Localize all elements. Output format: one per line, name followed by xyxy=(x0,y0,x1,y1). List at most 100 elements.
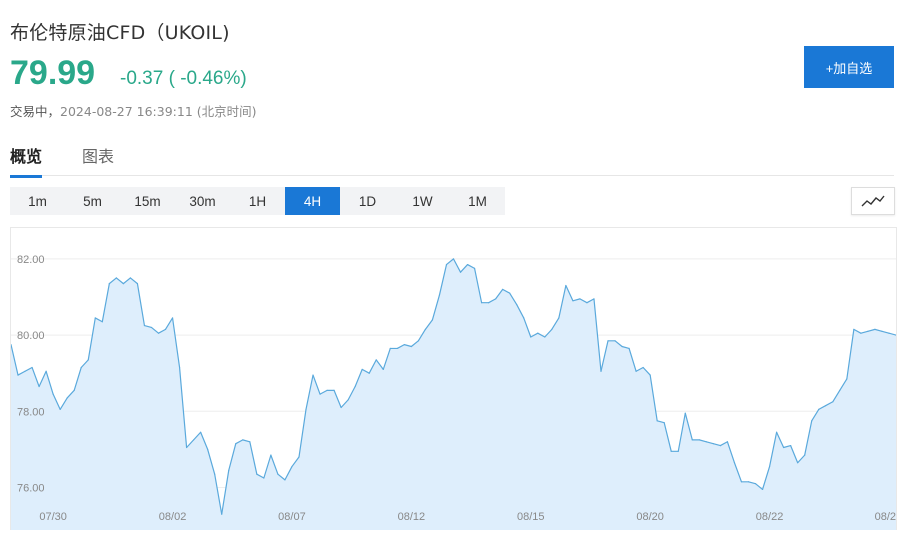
interval-4h[interactable]: 4H xyxy=(285,187,340,215)
price-line-segment xyxy=(305,374,314,410)
price-line-segment xyxy=(804,420,813,456)
interval-1mo[interactable]: 1M xyxy=(468,193,487,209)
price-line-segment xyxy=(530,332,539,338)
price-line-segment xyxy=(108,277,117,285)
price-line-segment xyxy=(888,332,897,336)
price-line-segment xyxy=(347,385,356,401)
price-line-segment xyxy=(818,404,827,410)
price-line-segment xyxy=(516,303,525,319)
price-line-segment xyxy=(761,465,771,491)
interval-selector: 1m 5m 15m 30m 1H 4H 1D 1W 1M xyxy=(10,187,505,215)
x-tick-label: 08/20 xyxy=(636,511,664,523)
tab-overview[interactable]: 概览 xyxy=(10,143,43,178)
price-line-segment xyxy=(200,431,209,451)
tab-chart[interactable]: 图表 xyxy=(82,147,115,166)
interval-1d[interactable]: 1D xyxy=(358,193,377,209)
price-line-segment xyxy=(705,441,714,445)
instrument-title: 布伦特原油CFD（UKOIL) xyxy=(10,22,230,44)
price-line-segment xyxy=(656,420,665,424)
price-line-segment xyxy=(832,389,841,403)
price-line-segment xyxy=(256,473,265,479)
price-line-segment xyxy=(747,481,757,485)
price-line-segment xyxy=(207,448,216,475)
price-line-segment xyxy=(424,319,434,330)
price-line-segment xyxy=(122,277,132,285)
add-to-watchlist-button[interactable]: +加自选 xyxy=(804,46,894,88)
price-line-segment xyxy=(228,443,237,471)
price-line-segment xyxy=(375,359,384,370)
price-line-segment xyxy=(312,374,321,395)
price-line-segment xyxy=(867,328,876,332)
price-line-segment xyxy=(733,462,743,483)
price-line-segment xyxy=(94,317,103,323)
price-line-segment xyxy=(621,345,630,350)
y-tick-label: 76.00 xyxy=(17,483,45,495)
x-tick-label: 08/02 xyxy=(159,511,187,523)
price-line-segment xyxy=(768,431,778,468)
price-line-segment xyxy=(333,389,342,409)
price-line-segment xyxy=(431,294,441,321)
price-line-segment xyxy=(677,412,686,452)
price-line-segment xyxy=(214,473,223,515)
line-chart-icon xyxy=(861,195,885,207)
price-line-segment xyxy=(249,441,258,475)
price-line-segment xyxy=(284,465,293,481)
price-line-segment xyxy=(403,344,412,348)
price-line-segment xyxy=(80,359,89,369)
price-line-segment xyxy=(649,374,658,422)
price-line-segment xyxy=(242,439,251,443)
status-label: 交易中， xyxy=(10,104,61,119)
price-line-segment xyxy=(860,330,869,334)
price-line-segment xyxy=(340,399,349,409)
price-line-segment xyxy=(790,444,799,464)
price-line-segment xyxy=(115,277,124,285)
chart-type-button[interactable] xyxy=(851,187,895,215)
interval-15m[interactable]: 15m xyxy=(134,193,161,209)
interval-30m[interactable]: 30m xyxy=(189,193,216,209)
price-line-segment xyxy=(235,439,244,445)
price-line-segment xyxy=(263,454,272,479)
price-line-segment xyxy=(178,366,188,449)
price-line-segment xyxy=(754,483,764,491)
price-line-segment xyxy=(136,283,146,327)
price-line-segment xyxy=(712,443,722,447)
price-line-segment xyxy=(129,277,139,285)
price-line-segment xyxy=(291,456,300,468)
price-line-segment xyxy=(488,298,497,304)
interval-1m[interactable]: 1m xyxy=(28,193,47,209)
price-area-fill xyxy=(11,258,896,530)
price-line-segment xyxy=(509,292,518,306)
price-line-segment xyxy=(846,328,855,380)
price-line-segment xyxy=(193,431,202,441)
price-line-segment xyxy=(572,298,581,302)
price-line-segment xyxy=(811,408,820,422)
price-line-segment xyxy=(319,389,328,395)
price-line-segment xyxy=(874,328,883,332)
price-line-segment xyxy=(277,473,286,481)
price-line-segment xyxy=(537,332,546,338)
x-tick-label: 07/30 xyxy=(39,511,67,523)
price-line-segment xyxy=(783,444,792,449)
x-tick-label: 08/07 xyxy=(278,511,306,523)
price-line-segment xyxy=(452,258,462,273)
interval-1w[interactable]: 1W xyxy=(412,193,433,209)
price-line-segment xyxy=(17,370,26,376)
price-line-segment xyxy=(614,340,623,348)
price-line-segment xyxy=(719,441,729,447)
price-line-segment xyxy=(459,263,469,273)
price-line-segment xyxy=(221,469,230,515)
price-line-segment xyxy=(38,370,47,388)
interval-1h[interactable]: 1H xyxy=(248,193,267,209)
price-line-segment xyxy=(565,284,574,302)
price-line-segment xyxy=(593,298,602,372)
price-line-segment xyxy=(382,347,391,370)
price-line-segment xyxy=(628,347,637,372)
y-tick-label: 78.00 xyxy=(17,406,45,418)
price-change: -0.37 ( -0.46%) xyxy=(120,68,247,89)
price-line-segment xyxy=(642,366,651,376)
price-line-segment xyxy=(10,344,19,376)
interval-5m[interactable]: 5m xyxy=(83,193,102,209)
price-line-segment xyxy=(853,328,862,334)
price-line-segment xyxy=(52,393,61,410)
price-line-segment xyxy=(495,288,504,300)
